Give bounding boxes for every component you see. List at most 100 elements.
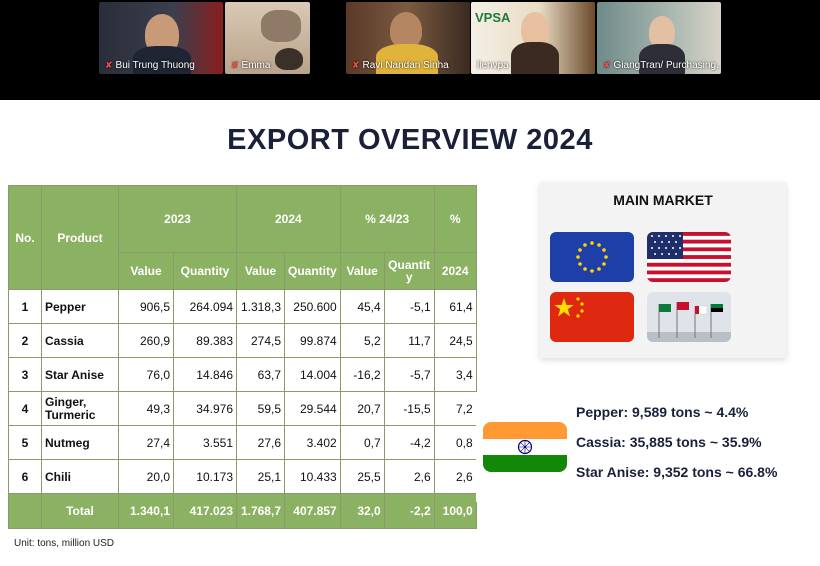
cell-value-pct: 20,7 [339, 391, 385, 426]
header-product: Product [41, 185, 119, 290]
main-market-panel: MAIN MARKET [540, 182, 786, 358]
cell-quantity-2023: 264.094 [173, 289, 237, 324]
header-value-2023: Value [118, 252, 174, 290]
middle-east-flags-icon [647, 292, 731, 342]
header-value-pct: Value [339, 252, 385, 290]
cell-quantity-pct: -5,1 [383, 289, 435, 324]
cell-total-label: Total [41, 493, 119, 529]
table-row: 1 Pepper 906,5 264.094 1.318,3 250.600 4… [8, 289, 477, 324]
cell-quantity-2024: 407.857 [284, 493, 341, 529]
cell-value-2023: 20,0 [118, 459, 174, 494]
participant-name: Bui Trung Thuong [115, 60, 195, 71]
table-row: 3 Star Anise 76,0 14.846 63,7 14.004 -16… [8, 357, 477, 392]
cell-quantity-pct: -15,5 [383, 391, 435, 426]
header-share: % [433, 185, 477, 253]
cell-share: 2,6 [433, 459, 477, 494]
mic-muted-icon[interactable]: ✘ [352, 60, 360, 70]
header-quantity-2024: Quantity [284, 252, 341, 290]
cell-quantity-pct: 11,7 [383, 323, 435, 358]
cell-share: 100,0 [433, 493, 477, 529]
cell-value-2023: 906,5 [118, 289, 174, 324]
cell-value-2024: 59,5 [236, 391, 285, 426]
india-flag-icon [483, 422, 567, 472]
participant-tile[interactable]: ✘ Bui Trung Thuong [99, 2, 223, 74]
header-2024: 2024 [236, 185, 341, 253]
participant-tile[interactable]: ✘ GiangTran/ Purchasing... [597, 2, 721, 74]
header-share-year: 2024 [433, 252, 477, 290]
india-stat-cassia: Cassia: 35,885 tons ~ 35.9% [576, 434, 762, 450]
participant-name: lienvpa [477, 60, 509, 71]
header-quantity-pct: Quantit y [383, 252, 435, 290]
cell-share: 7,2 [433, 391, 477, 426]
india-stat-pepper: Pepper: 9,589 tons ~ 4.4% [576, 404, 749, 420]
participant-name: GiangTran/ Purchasing... [613, 60, 721, 71]
cell-quantity-pct: -5,7 [383, 357, 435, 392]
cell-no: 6 [8, 459, 42, 494]
cell-value-2023: 27,4 [118, 425, 174, 460]
cell-quantity-pct: 2,6 [383, 459, 435, 494]
cell-value-2024: 1.768,7 [236, 493, 285, 529]
cell-value-2023: 260,9 [118, 323, 174, 358]
cell-product: Ginger, Turmeric [41, 391, 119, 426]
cell-share: 24,5 [433, 323, 477, 358]
cell-value-pct: 25,5 [339, 459, 385, 494]
header-quantity-2023: Quantity [173, 252, 237, 290]
cell-quantity-2023: 14.846 [173, 357, 237, 392]
participant-name: Ravi Nandan Sinha [362, 60, 449, 71]
participant-tile-active[interactable]: VPSA lienvpa [471, 2, 595, 74]
header-2023: 2023 [118, 185, 237, 253]
cell-product: Chili [41, 459, 119, 494]
cell-no: 2 [8, 323, 42, 358]
participant-strip: ✘ Bui Trung Thuong ✘ Emma ✘ Ravi Nandan Sin… [0, 0, 820, 100]
cell-value-2024: 25,1 [236, 459, 285, 494]
cell-no [8, 493, 42, 529]
eu-flag-icon [550, 232, 634, 282]
cell-quantity-2023: 3.551 [173, 425, 237, 460]
table-row: 2 Cassia 260,9 89.383 274,5 99.874 5,2 1… [8, 323, 477, 358]
cell-quantity-2023: 417.023 [173, 493, 237, 529]
unit-note: Unit: tons, million USD [14, 538, 115, 549]
header-pct-change: % 24/23 [339, 185, 435, 253]
cell-value-pct: 5,2 [339, 323, 385, 358]
cell-value-2024: 1.318,3 [236, 289, 285, 324]
cell-no: 1 [8, 289, 42, 324]
cell-quantity-2024: 99.874 [284, 323, 341, 358]
cell-product: Star Anise [41, 357, 119, 392]
china-flag-icon [550, 292, 634, 342]
cell-product: Pepper [41, 289, 119, 324]
participant-tile[interactable]: ✘ Emma [225, 2, 310, 74]
us-flag-icon [647, 232, 731, 282]
vpsa-logo: VPSA [475, 10, 511, 25]
cell-quantity-2024: 3.402 [284, 425, 341, 460]
cell-value-2024: 274,5 [236, 323, 285, 358]
cell-quantity-2023: 89.383 [173, 323, 237, 358]
mic-muted-icon[interactable]: ✘ [603, 60, 611, 70]
india-stat-star-anise: Star Anise: 9,352 tons ~ 66.8% [576, 464, 778, 480]
cell-quantity-pct: -2,2 [383, 493, 435, 529]
cell-no: 3 [8, 357, 42, 392]
cell-no: 4 [8, 391, 42, 426]
main-market-title: MAIN MARKET [613, 192, 713, 208]
participant-name: Emma [241, 60, 271, 71]
table-row: 5 Nutmeg 27,4 3.551 27,6 3.402 0,7 -4,2 … [8, 425, 477, 460]
cell-value-2024: 27,6 [236, 425, 285, 460]
cell-value-2024: 63,7 [236, 357, 285, 392]
cell-quantity-pct: -4,2 [383, 425, 435, 460]
cell-quantity-2024: 29.544 [284, 391, 341, 426]
cell-quantity-2023: 34.976 [173, 391, 237, 426]
cell-product: Nutmeg [41, 425, 119, 460]
cell-value-pct: 32,0 [339, 493, 385, 529]
cell-share: 61,4 [433, 289, 477, 324]
cell-product: Cassia [41, 323, 119, 358]
cell-value-pct: 0,7 [339, 425, 385, 460]
cell-value-pct: 45,4 [339, 289, 385, 324]
mic-muted-icon[interactable]: ✘ [105, 60, 113, 70]
cell-value-2023: 76,0 [118, 357, 174, 392]
cell-value-2023: 1.340,1 [118, 493, 174, 529]
participant-tile[interactable]: ✘ Ravi Nandan Sinha [346, 2, 470, 74]
cell-quantity-2024: 14.004 [284, 357, 341, 392]
mic-muted-icon[interactable]: ✘ [231, 60, 239, 70]
cell-value-pct: -16,2 [339, 357, 385, 392]
table-row: 6 Chili 20,0 10.173 25,1 10.433 25,5 2,6… [8, 459, 477, 494]
cell-share: 3,4 [433, 357, 477, 392]
